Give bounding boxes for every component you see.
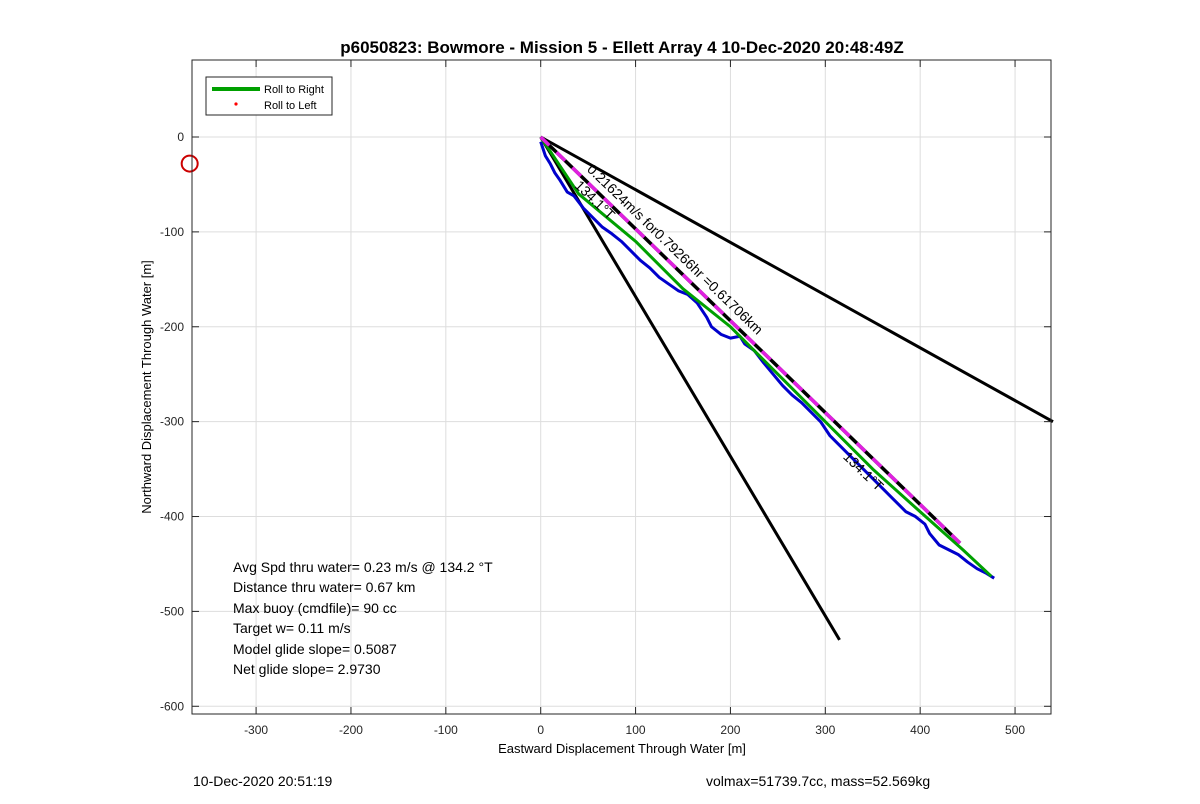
series-layer [180,135,995,580]
y-tick-label: -300 [160,415,184,429]
chart-title: p6050823: Bowmore - Mission 5 - Ellett A… [340,38,903,57]
x-axis-label: Eastward Displacement Through Water [m] [498,741,746,756]
x-tick-label: 400 [910,723,930,737]
plot-area [192,60,1051,714]
x-tick-label: 300 [815,723,835,737]
start-circle-marker [180,154,199,173]
heading-reference-line [539,136,841,641]
axis-ticks: -300 -200 -100 0 100 200 300 400 500 0 -100 -200 -30… [160,60,1051,737]
y-tick-label: -200 [160,320,184,334]
x-tick-label: -300 [244,723,268,737]
y-tick-label: -500 [160,604,184,618]
stat-model-glide: Model glide slope= 0.5087 [233,641,397,657]
footer-timestamp: 10-Dec-2020 20:51:19 [193,773,333,789]
x-tick-label: 0 [537,723,544,737]
plot-frame [191,59,1052,715]
stat-avg-speed: Avg Spd thru water= 0.23 m/s @ 134.2 °T [233,559,493,575]
legend-marker-roll-left [234,102,238,106]
stats-block: Avg Spd thru water= 0.23 m/s @ 134.2 °T … [233,559,493,677]
series-line-roll-to-right [539,136,993,578]
legend-box [205,76,333,116]
footer-volmax-mass: volmax=51739.7cc, mass=52.569kg [706,773,931,789]
x-tick-label: -200 [339,723,363,737]
x-tick-label: 500 [1005,723,1025,737]
heading-reference-line [539,135,1054,423]
x-tick-label: -100 [434,723,458,737]
reference-lines [539,135,1054,641]
legend: Roll to Right Roll to Left [205,76,333,116]
current-line-dashes [539,135,962,545]
y-tick-label: -600 [160,699,184,713]
x-tick-label: 100 [626,723,646,737]
legend-label-roll-right: Roll to Right [264,84,324,96]
x-tick-label: 200 [720,723,740,737]
stat-net-glide: Net glide slope= 2.9730 [233,661,381,677]
stat-target-w: Target w= 0.11 m/s [233,620,351,636]
y-tick-label: -400 [160,510,184,524]
stat-max-buoy: Max buoy (cmdfile)= 90 cc [233,600,397,616]
y-tick-label: 0 [177,130,184,144]
grid [192,60,1051,714]
legend-label-roll-left: Roll to Left [264,100,317,112]
y-tick-label: -100 [160,225,184,239]
y-axis-label: Northward Displacement Through Water [m] [139,260,154,514]
stat-distance: Distance thru water= 0.67 km [233,579,415,595]
